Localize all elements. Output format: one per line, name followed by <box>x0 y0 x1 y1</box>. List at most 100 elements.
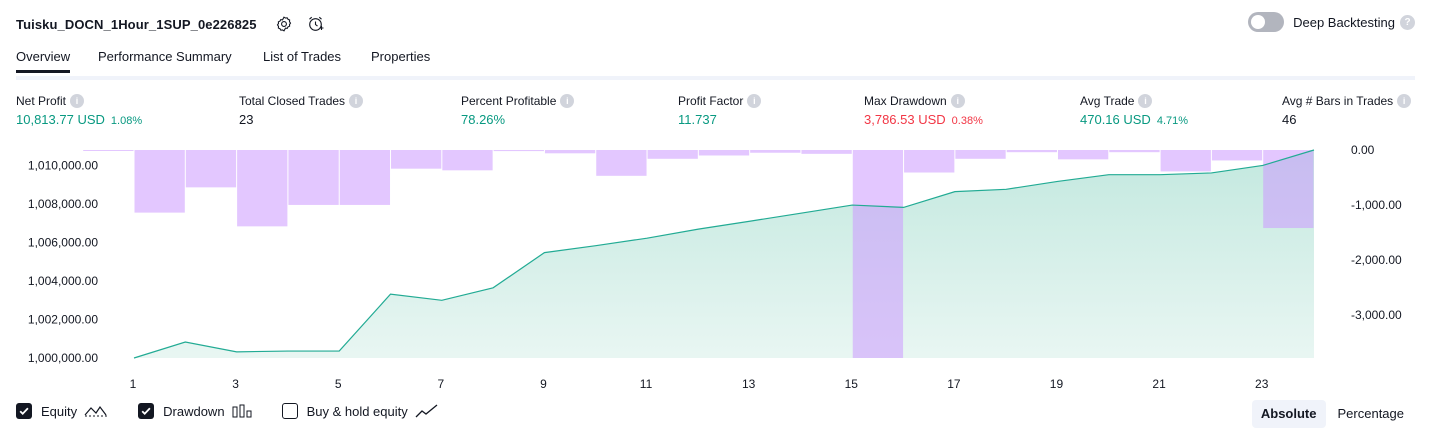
deep-backtesting: Deep Backtesting ? <box>1248 12 1415 32</box>
equity-drawdown-chart[interactable]: 1,010,000.00 1,008,000.00 1,006,000.00 1,00… <box>0 140 1431 395</box>
tab-overview[interactable]: Overview <box>16 48 71 73</box>
equity-area <box>134 150 1314 358</box>
x-axis-tick: 5 <box>335 377 342 391</box>
metric-percent-profitable: Percent Profitable i 78.26% <box>461 93 575 127</box>
drawdown-bar <box>1263 150 1314 229</box>
drawdown-bar <box>1006 150 1057 153</box>
strategy-title: Tuisku_DOCN_1Hour_1SUP_0e226825 <box>16 16 257 32</box>
drawdown-bar <box>391 150 442 169</box>
deep-backtesting-label: Deep Backtesting <box>1293 14 1395 30</box>
drawdown-bar <box>750 150 801 153</box>
drawdown-bar <box>83 150 134 151</box>
left-axis-tick: 1,000,000.00 <box>28 351 98 365</box>
x-axis-tick: 13 <box>742 377 756 391</box>
left-axis-tick: 1,008,000.00 <box>28 197 98 211</box>
x-axis-tick: 19 <box>1050 377 1064 391</box>
left-axis-tick: 1,004,000.00 <box>28 274 98 288</box>
tab-properties[interactable]: Properties <box>371 49 431 64</box>
percentage-button[interactable]: Percentage <box>1337 406 1405 421</box>
metric-net-profit: Net Profit i 10,813.77 USD 1.08% <box>16 93 142 127</box>
right-axis-tick: -3,000.00 <box>1351 308 1402 322</box>
metric-profit-factor: Profit Factor i 11.737 <box>678 93 762 127</box>
x-axis-tick: 23 <box>1255 377 1269 391</box>
drawdown-bar <box>1109 150 1160 153</box>
checkbox-checked-icon[interactable] <box>16 403 32 419</box>
drawdown-bar <box>339 150 391 205</box>
drawdown-bar <box>185 150 237 188</box>
tab-list-of-trades[interactable]: List of Trades <box>263 49 342 64</box>
x-axis-tick: 17 <box>947 377 961 391</box>
add-alert-clock-icon[interactable] <box>305 13 327 35</box>
info-icon[interactable]: i <box>950 94 965 108</box>
legend-equity[interactable]: Equity <box>16 403 108 419</box>
checkbox-checked-icon[interactable] <box>138 403 155 419</box>
checkbox-unchecked-icon[interactable] <box>281 403 298 419</box>
x-axis-tick: 21 <box>1152 377 1166 391</box>
metric-label: Net Profit <box>16 94 67 108</box>
drawdown-bar <box>801 150 852 154</box>
drawdown-bar <box>1160 150 1211 172</box>
chart-legend: Equity Drawdown Buy & hold equity <box>16 403 469 419</box>
right-axis-tick: 0.00 <box>1351 143 1375 157</box>
right-axis-tick: -2,000.00 <box>1351 253 1402 267</box>
x-axis-tick: 15 <box>845 377 859 391</box>
deep-backtesting-toggle[interactable] <box>1248 12 1285 32</box>
tab-performance-summary[interactable]: Performance Summary <box>98 49 232 64</box>
metric-label: Max Drawdown <box>864 94 947 108</box>
drawdown-bar <box>442 150 493 171</box>
drawdown-bar <box>647 150 698 159</box>
drawdown-bar <box>1057 150 1109 160</box>
left-axis-tick: 1,002,000.00 <box>28 313 98 327</box>
x-axis-tick: 7 <box>437 377 444 391</box>
help-icon[interactable]: ? <box>1400 14 1415 30</box>
drawdown-bar <box>1211 150 1263 161</box>
drawdown-bar <box>596 150 647 176</box>
legend-label: Buy & hold equity <box>306 403 408 419</box>
drawdown-bar <box>134 150 185 213</box>
metric-value: 46 <box>1282 112 1297 127</box>
x-axis-tick: 11 <box>640 377 653 391</box>
report-tabs: Overview Performance Summary List of Tra… <box>16 48 1415 80</box>
x-axis-tick: 9 <box>540 377 547 391</box>
metric-total-closed-trades: Total Closed Trades i 23 <box>239 93 364 127</box>
metric-percent: 4.71% <box>1156 115 1189 127</box>
info-icon[interactable]: i <box>1138 94 1153 108</box>
info-icon[interactable]: i <box>747 94 762 108</box>
info-icon[interactable]: i <box>1397 94 1412 108</box>
right-axis-tick: -1,000.00 <box>1351 198 1402 212</box>
metric-value: 78.26% <box>461 112 506 127</box>
metric-label: Total Closed Trades <box>239 94 346 108</box>
metric-label: Percent Profitable <box>461 94 557 108</box>
absolute-button[interactable]: Absolute <box>1251 400 1326 428</box>
metric-max-drawdown: Max Drawdown i 3,786.53 USD 0.38% <box>864 93 983 127</box>
drawdown-bar <box>698 150 750 156</box>
value-mode-switch: Absolute Percentage <box>1249 400 1413 428</box>
metric-avg-bars-in-trades: Avg # Bars in Trades i 46 <box>1282 93 1412 127</box>
drawdown-bar <box>852 150 904 358</box>
trend-line-icon <box>415 404 439 418</box>
legend-drawdown[interactable]: Drawdown <box>138 403 252 419</box>
equity-line-icon <box>84 404 108 418</box>
drawdown-bar <box>288 150 339 205</box>
metric-label: Profit Factor <box>678 94 744 108</box>
legend-buy-hold-equity[interactable]: Buy & hold equity <box>281 403 439 419</box>
info-icon[interactable]: i <box>70 94 85 108</box>
info-icon[interactable]: i <box>560 94 575 108</box>
equity-line <box>133 149 1315 359</box>
metric-value: 10,813.77 USD <box>16 112 105 127</box>
left-axis-tick: 1,010,000.00 <box>28 159 98 173</box>
metric-value: 11.737 <box>678 112 717 127</box>
drawdown-bars-icon <box>232 404 252 418</box>
drawdown-bar <box>493 150 544 152</box>
info-icon[interactable]: i <box>349 94 364 108</box>
metric-value: 3,786.53 USD <box>864 112 946 127</box>
metric-avg-trade: Avg Trade i 470.16 USD 4.71% <box>1080 93 1188 127</box>
strategy-header: Tuisku_DOCN_1Hour_1SUP_0e226825 <box>16 10 327 38</box>
settings-gear-icon[interactable] <box>273 13 295 35</box>
left-axis-tick: 1,006,000.00 <box>28 236 98 250</box>
drawdown-bar <box>955 150 1006 159</box>
x-axis-tick: 1 <box>130 377 137 391</box>
metric-value: 23 <box>239 112 254 127</box>
metric-label: Avg # Bars in Trades <box>1282 94 1394 108</box>
x-axis-tick: 3 <box>232 377 239 391</box>
